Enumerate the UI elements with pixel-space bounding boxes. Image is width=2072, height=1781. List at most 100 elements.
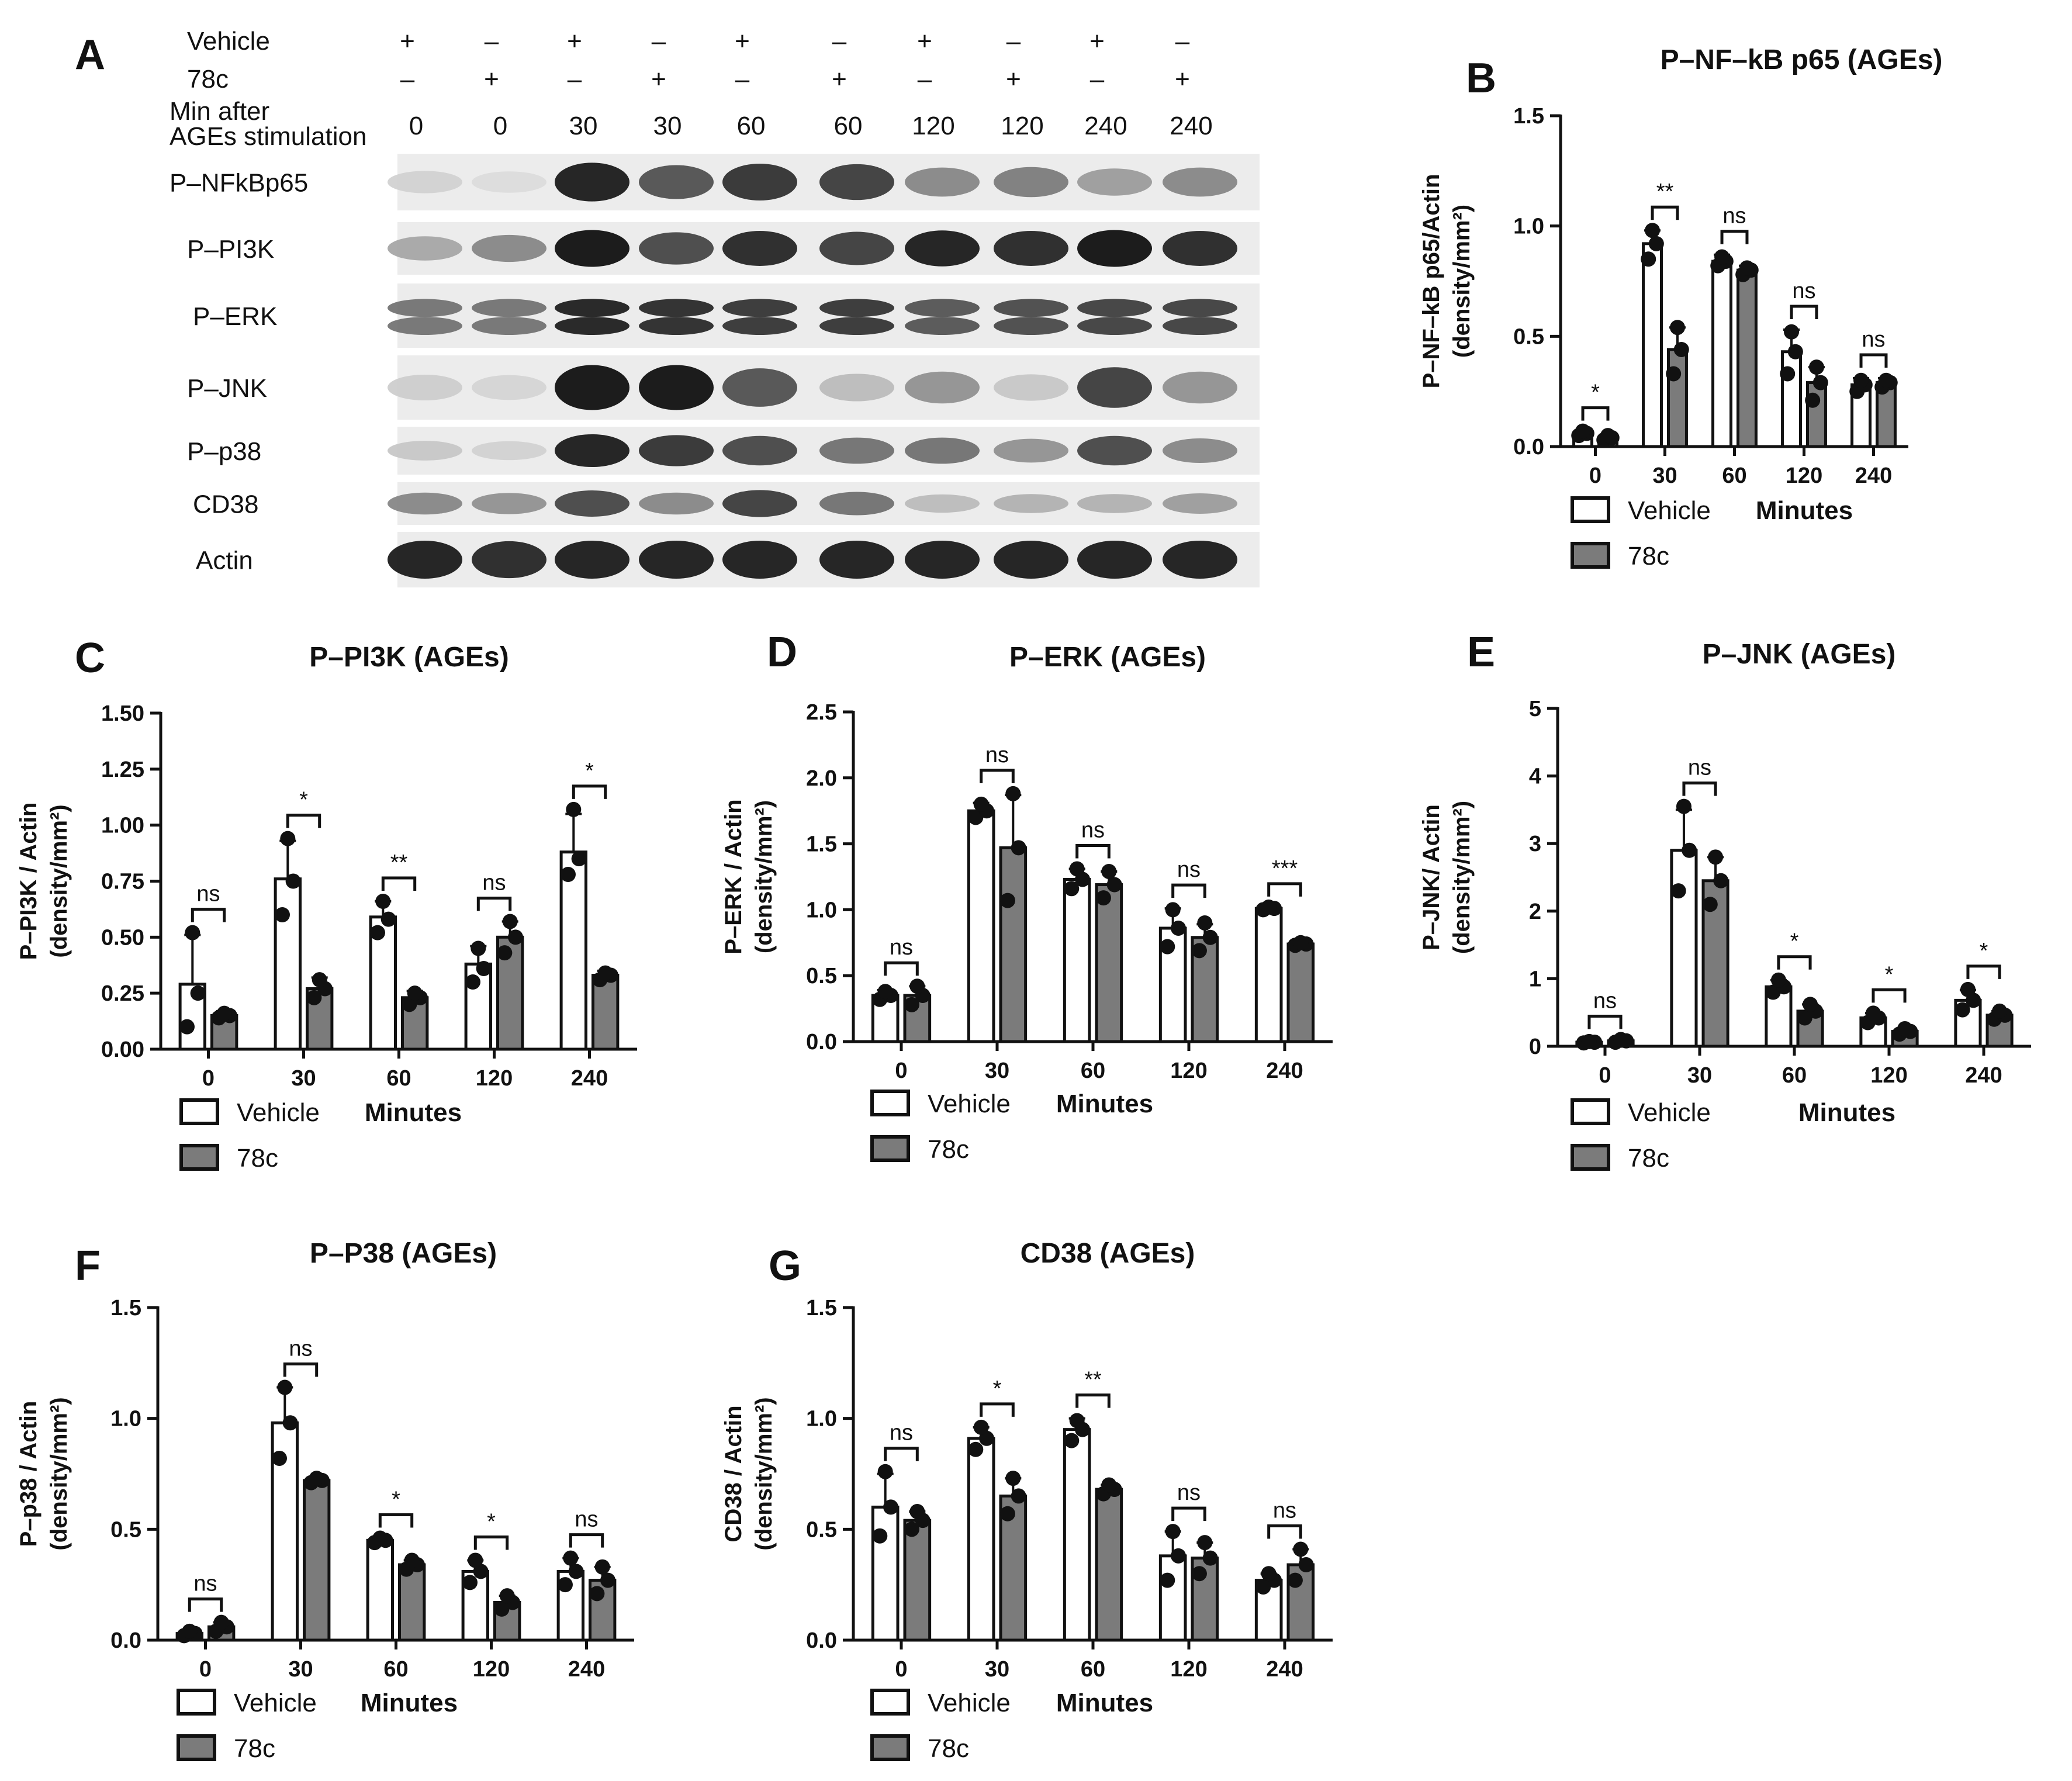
bar-vehicle <box>559 850 587 1051</box>
y-tick-label: 0.75 <box>101 870 144 894</box>
x-tick-label: 60 <box>386 1066 411 1091</box>
data-point <box>1160 939 1175 955</box>
blot-band <box>639 435 714 466</box>
significance-label: * <box>1591 381 1600 405</box>
data-point <box>1641 251 1656 267</box>
blot-band <box>994 231 1068 266</box>
bar-vehicle <box>1254 907 1283 1043</box>
data-point <box>1095 890 1111 906</box>
data-point <box>1955 1002 1970 1018</box>
data-point <box>1191 943 1207 959</box>
blot-band <box>994 167 1068 198</box>
bar-vehicle <box>871 1505 900 1642</box>
treatment-sign: + <box>1089 27 1105 56</box>
significance-label: ns <box>196 882 220 907</box>
data-point <box>1575 423 1591 439</box>
significance-bracket <box>1790 305 1818 320</box>
significance-bracket <box>884 1447 919 1461</box>
x-tick-label: 0 <box>895 1657 907 1682</box>
data-point <box>271 1450 287 1466</box>
blot-band <box>1077 299 1152 317</box>
x-tick-label: 240 <box>1965 1063 2002 1088</box>
data-point <box>190 985 206 1001</box>
blot-band <box>905 299 980 317</box>
treatment-sign: + <box>832 65 847 94</box>
significance-bracket <box>569 1533 604 1548</box>
y-axis-label-line2: (density/mm²) <box>751 800 777 953</box>
bar-78c <box>1095 883 1123 1043</box>
data-point <box>872 1528 888 1544</box>
data-point <box>1298 1557 1314 1573</box>
data-point <box>1197 915 1213 931</box>
bar-78c <box>903 1519 932 1642</box>
blot-band <box>1163 317 1237 335</box>
y-axis-label-line1: P–PI3K / Actin <box>16 803 41 960</box>
x-tick-label: 30 <box>985 1657 1009 1682</box>
y-tick-label: 1.50 <box>101 701 144 726</box>
data-point <box>1101 1477 1117 1493</box>
blot-band <box>994 317 1068 335</box>
chart-panel-f: F P–P38 (AGEs) 0.0 0.5 1.0 1.5 P–p38 / Actin (d… <box>16 1238 634 1763</box>
blot-band <box>555 365 629 410</box>
data-point <box>1713 873 1729 888</box>
significance-label: ** <box>1656 179 1674 204</box>
chart-title: P–PI3K (AGEs) <box>309 642 509 673</box>
data-point <box>1171 1548 1187 1564</box>
bar-vehicle <box>366 1538 394 1642</box>
y-axis-label-line1: CD38 / Actin <box>721 1405 746 1542</box>
data-point <box>1011 1488 1026 1504</box>
y-tick-label: 0.0 <box>806 1628 837 1653</box>
y-tick-label: 0.00 <box>101 1038 144 1062</box>
band-label: P–NFkBp65 <box>170 169 308 198</box>
data-point <box>571 851 587 867</box>
data-point <box>1261 899 1277 915</box>
panel-label: C <box>75 635 105 682</box>
blot-band <box>1077 541 1152 579</box>
y-tick-label: 2 <box>1529 900 1541 924</box>
blot-band <box>994 494 1068 513</box>
data-point <box>597 965 613 981</box>
blot-band <box>905 317 980 335</box>
y-tick-label: 1.5 <box>110 1296 141 1320</box>
blot-band <box>722 299 797 317</box>
data-point <box>1160 1572 1175 1588</box>
blot-band <box>1163 438 1237 464</box>
data-point <box>282 1415 298 1431</box>
significance-label: ns <box>985 743 1009 767</box>
data-point <box>1708 849 1724 865</box>
blot-band <box>722 435 797 466</box>
data-point <box>1739 260 1755 276</box>
blot-band <box>722 541 797 579</box>
significance-label: ns <box>1593 988 1617 1013</box>
data-point <box>1865 1005 1881 1021</box>
blot-band <box>555 541 629 579</box>
significance-bracket <box>191 908 226 922</box>
blot-band <box>1163 231 1237 266</box>
data-point <box>909 978 925 994</box>
y-tick-label: 1 <box>1529 967 1541 991</box>
x-tick-label: 240 <box>568 1657 605 1682</box>
data-point <box>1064 881 1080 897</box>
legend-label-78c: 78c <box>1628 1144 1669 1173</box>
significance-label: ** <box>1084 1368 1102 1392</box>
data-point <box>274 907 290 922</box>
significance-bracket <box>476 897 512 911</box>
chart-title: P–NF–kB p65 (AGEs) <box>1661 44 1943 75</box>
legend-swatch-78c <box>1571 1144 1610 1171</box>
data-point <box>1878 372 1894 388</box>
y-axis-label-line2: (density/mm²) <box>46 1397 72 1550</box>
treatment-sign: – <box>1175 27 1190 56</box>
blot-band <box>905 494 980 513</box>
blot-band <box>388 374 462 401</box>
significance-label: ns <box>890 1421 913 1445</box>
chart-panel-e: E P–JNK (AGEs) 0 1 2 3 4 5 P–JNK/ Actin (density/… <box>1419 629 2031 1173</box>
treatment-sign: – <box>485 27 499 56</box>
legend-swatch-vehicle <box>177 1689 216 1716</box>
blot-band <box>1163 541 1237 579</box>
bar-78c <box>1095 1488 1123 1642</box>
data-point <box>563 1550 579 1566</box>
blot-band <box>1077 494 1152 513</box>
panel-label: E <box>1467 629 1495 676</box>
data-point <box>213 1614 229 1630</box>
x-tick-label: 30 <box>288 1657 313 1682</box>
